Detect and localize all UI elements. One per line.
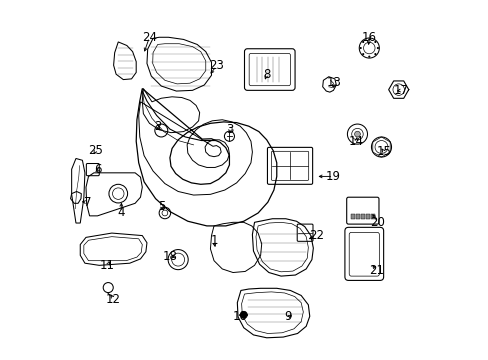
Text: 20: 20 [370, 216, 385, 229]
Text: 14: 14 [348, 135, 363, 148]
Circle shape [373, 53, 376, 55]
Bar [361, 214, 364, 220]
Text: 2: 2 [154, 120, 161, 133]
Text: 23: 23 [209, 59, 224, 72]
Text: 16: 16 [361, 31, 376, 44]
Text: 7: 7 [83, 196, 91, 209]
Text: 5: 5 [158, 201, 165, 213]
Text: 3: 3 [226, 123, 233, 136]
Bar [351, 214, 354, 220]
Bar [356, 214, 359, 220]
Text: 22: 22 [308, 229, 323, 242]
Circle shape [367, 55, 369, 58]
Circle shape [373, 41, 376, 43]
Text: 13: 13 [326, 76, 341, 89]
Text: 9: 9 [284, 310, 291, 324]
Text: 10: 10 [232, 310, 247, 324]
Circle shape [362, 41, 364, 43]
Circle shape [354, 131, 360, 137]
Circle shape [362, 53, 364, 55]
Text: 4: 4 [117, 206, 124, 219]
Text: 11: 11 [100, 259, 115, 272]
Circle shape [367, 39, 369, 41]
Text: 6: 6 [94, 163, 102, 176]
Text: 18: 18 [162, 249, 177, 262]
Text: 21: 21 [368, 264, 383, 277]
Text: 24: 24 [142, 31, 157, 44]
Text: 15: 15 [375, 145, 390, 158]
Text: 1: 1 [210, 234, 217, 247]
Text: 17: 17 [393, 84, 408, 97]
Text: 25: 25 [88, 144, 103, 157]
Text: 19: 19 [325, 170, 340, 183]
Text: 12: 12 [106, 293, 121, 306]
Bar [371, 214, 374, 220]
Text: 8: 8 [263, 68, 270, 81]
Bar [366, 214, 369, 220]
Circle shape [376, 47, 378, 49]
Circle shape [240, 311, 247, 319]
Circle shape [359, 47, 361, 49]
